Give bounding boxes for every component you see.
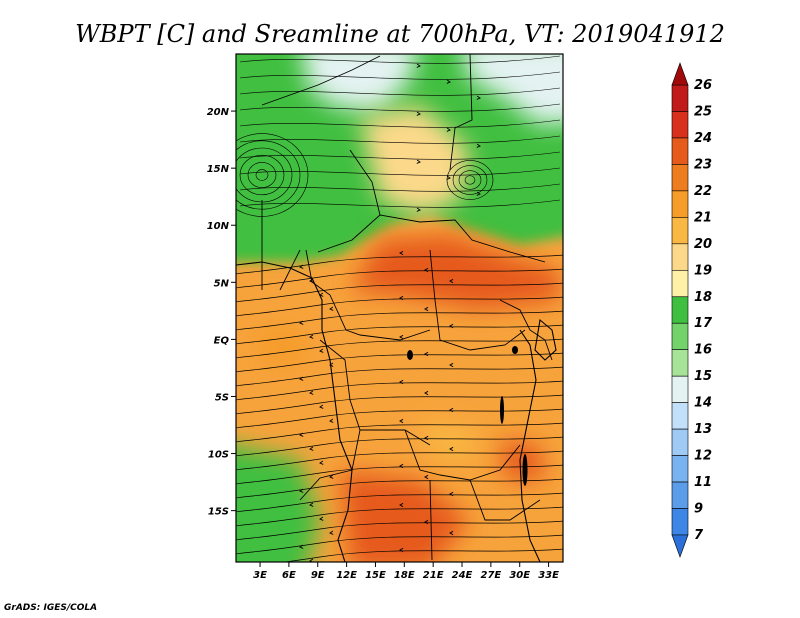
- colorbar: 26 25 24 23 22 21 20 19 18 17 16 15 14 13 12 11 9 7: [671, 62, 713, 558]
- y-tick-label: 10N: [207, 221, 230, 232]
- colorbar-label: 12: [694, 449, 712, 464]
- chart-title: WBPT [C] and Sreamline at 700hPa, VT: 20…: [75, 20, 725, 48]
- y-tick-label: EQ: [214, 335, 230, 346]
- field-southern-warm: [500, 440, 545, 480]
- x-tick-label: 27E: [480, 570, 501, 581]
- colorbar-label: 24: [694, 131, 712, 146]
- field-southern-warm: [340, 470, 470, 562]
- colorbar-box: [671, 508, 689, 536]
- streamlines: [236, 55, 563, 562]
- map-frame: [235, 53, 564, 563]
- x-tick-label: 6E: [282, 570, 296, 581]
- field-southwest-green: [236, 445, 320, 562]
- field-southern-warm: [350, 235, 560, 310]
- x-tick-label: 3E: [253, 570, 267, 581]
- x-tick-label: 15E: [365, 570, 386, 581]
- country-borders: [261, 54, 553, 561]
- colorbar-box: [671, 375, 689, 403]
- colorbar-label: 17: [694, 316, 713, 331]
- colorbar-box: [671, 428, 689, 456]
- y-tick-label: 5N: [214, 278, 230, 289]
- colorbar-label: 18: [694, 290, 712, 305]
- colorbar-box: [671, 111, 689, 139]
- colorbar-box: [671, 322, 689, 351]
- x-tick-label: 24E: [452, 570, 473, 581]
- field-cool-north: [463, 54, 563, 125]
- x-tick-label: 33E: [538, 570, 559, 581]
- colorbar-label: 14: [694, 396, 712, 411]
- colorbar-extend-max: [671, 62, 689, 86]
- colorbar-label: 13: [694, 422, 712, 437]
- field-cool-north: [302, 54, 417, 110]
- map-panel: [236, 54, 563, 562]
- y-axis: 20N 15N 10N 5N EQ 5S 10S 15S: [207, 107, 236, 518]
- field-x-21: [250, 325, 310, 370]
- grads-credit: GrADS: IGES/COLA: [4, 603, 98, 613]
- colorbar-label: 20: [694, 237, 712, 252]
- colorbar-label: 19: [694, 263, 712, 278]
- lakes: [407, 346, 528, 486]
- colorbar-label: 7: [694, 528, 704, 543]
- colorbar-box: [671, 137, 689, 165]
- colorbar-box: [671, 84, 689, 112]
- colorbar-box: [671, 243, 689, 271]
- colorbar-box: [671, 481, 689, 509]
- y-tick-label: 5S: [215, 392, 229, 403]
- colorbar-label: 16: [694, 343, 712, 358]
- field-x-19: [360, 105, 470, 215]
- colorbar-box: [671, 455, 689, 483]
- colorbar-box: [671, 349, 689, 377]
- y-tick-label: 10S: [208, 450, 229, 461]
- x-tick-label: 18E: [394, 570, 415, 581]
- colorbar-box: [671, 217, 689, 245]
- y-tick-label: 15S: [208, 507, 229, 518]
- colorbar-box: [671, 164, 689, 192]
- colorbar-label: 21: [694, 210, 712, 225]
- x-axis: 3E 6E 9E 12E 15E 18E 21E 24E 27E 30E 33E: [253, 562, 559, 581]
- field-x-20: [420, 420, 480, 460]
- colorbar-label: 26: [694, 78, 712, 93]
- colorbar-box: [671, 269, 689, 298]
- colorbar-label: 9: [694, 502, 703, 517]
- colorbar-label: 11: [694, 475, 712, 490]
- colorbar-label: 15: [694, 369, 712, 384]
- colorbar-box: [671, 190, 689, 218]
- y-tick-label: 20N: [207, 107, 230, 118]
- colorbar-box: [671, 296, 689, 324]
- x-tick-label: 30E: [509, 570, 530, 581]
- y-tick-label: 15N: [207, 164, 230, 175]
- coastline: [236, 261, 557, 562]
- x-tick-label: 12E: [336, 570, 357, 581]
- temperature-field: [236, 54, 563, 562]
- colorbar-label: 22: [694, 184, 712, 199]
- colorbar-extend-min: [671, 534, 689, 558]
- colorbar-box: [671, 402, 689, 430]
- colorbar-label: 25: [694, 104, 712, 119]
- x-tick-label: 21E: [423, 570, 444, 581]
- x-tick-label: 9E: [311, 570, 325, 581]
- colorbar-label: 23: [694, 157, 712, 172]
